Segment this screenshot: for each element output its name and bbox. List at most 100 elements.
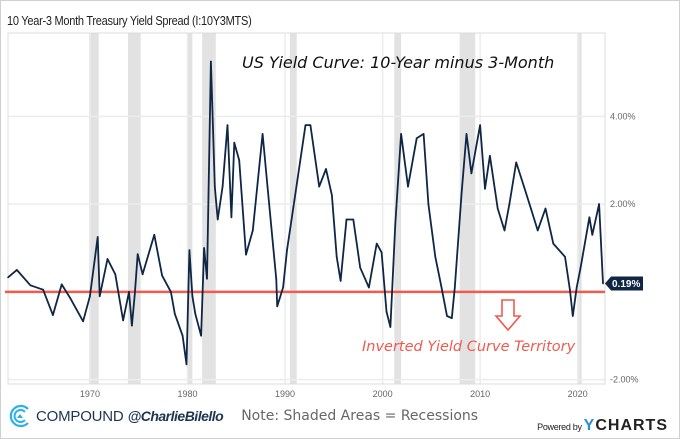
data-point [153,234,156,236]
data-point [210,60,212,63]
data-point [598,203,600,205]
y-tick-label: 2.00% [610,199,636,209]
recession-band [394,33,402,384]
recession-band [127,33,141,384]
data-point [400,133,402,135]
data-point [385,310,388,313]
data-point [508,203,511,205]
data-point [69,297,72,300]
recession-band [459,33,476,384]
powered-by-ycharts: Powered by YCHARTS [537,417,668,435]
compound-logo-icon [9,404,29,428]
annotation-title: US Yield Curve: 10-Year minus 3-Month [242,53,554,72]
data-point [331,194,333,197]
data-point [60,283,63,286]
data-point [134,293,136,295]
data-point [345,218,348,221]
data-point [325,168,327,170]
data-point [106,258,109,260]
data-point [304,124,307,126]
recession-band [578,33,582,384]
data-point [230,216,233,219]
data-point [261,133,264,135]
x-tick-label: 2000 [373,389,393,399]
data-point [394,223,397,225]
data-point [544,207,547,210]
data-point [200,334,202,337]
data-point [174,313,176,315]
x-tick-label: 1990 [275,389,295,399]
data-point [286,249,288,251]
data-point [470,172,473,175]
data-point [128,291,130,293]
data-point [339,280,342,282]
data-point [389,326,392,328]
x-tick-label: 2010 [470,389,490,399]
data-point [42,288,44,291]
data-point [569,288,571,291]
ycharts-logo: YCHARTS [584,417,668,435]
data-point [275,278,278,281]
data-point [206,277,208,280]
chart-title: 10 Year-3 Month Treasury Yield Spread (I… [7,14,252,28]
x-tick-label: 1970 [80,389,100,399]
data-point [114,273,117,276]
data-point [335,255,338,258]
data-point [256,181,259,183]
y-tick-label: -2.00% [610,375,639,385]
data-point [368,286,370,289]
data-point [122,319,124,322]
data-point [89,295,91,298]
data-point [7,276,9,279]
author-handle: @CharlieBilello [127,408,224,424]
data-point [226,124,229,126]
data-point [221,185,224,188]
data-point [245,253,247,256]
data-point [318,185,320,188]
data-point [98,295,101,298]
data-point [564,255,566,258]
data-point [181,334,184,337]
x-tick-label: 1980 [177,389,197,399]
data-point [141,273,144,276]
data-point [238,159,240,162]
data-point [489,155,491,157]
data-point [216,218,219,221]
data-point [282,286,284,289]
data-point [161,274,163,277]
data-point [214,185,216,188]
footer-brand: COMPOUND @CharlieBilello Note: Shaded Ar… [8,404,478,428]
data-point [446,315,448,317]
data-point [136,253,139,255]
last-value-label: 0.19% [612,279,640,290]
data-point [530,207,532,210]
data-point [451,317,453,319]
data-point [52,314,54,316]
data-point [415,137,418,140]
plot-border [7,32,606,385]
data-point [496,207,499,210]
data-point [407,185,409,188]
data-point [252,229,254,232]
data-point [266,185,269,188]
inverted-territory-label: Inverted Yield Curve Territory [362,339,576,355]
data-point [440,284,442,287]
data-point [233,141,236,144]
data-point [194,313,197,315]
data-point [29,284,32,287]
data-point [352,218,355,221]
data-point [203,247,205,249]
data-point [96,236,99,238]
data-point [588,216,591,219]
data-point [434,255,437,258]
x-tick-label: 2020 [568,389,588,399]
arrow-down-icon [494,299,522,332]
data-point [484,187,486,190]
data-point [523,185,525,188]
data-point [380,251,383,254]
data-point [82,320,84,323]
ycharts-y: Y [583,417,596,434]
data-point [131,324,133,327]
data-point [276,305,279,308]
